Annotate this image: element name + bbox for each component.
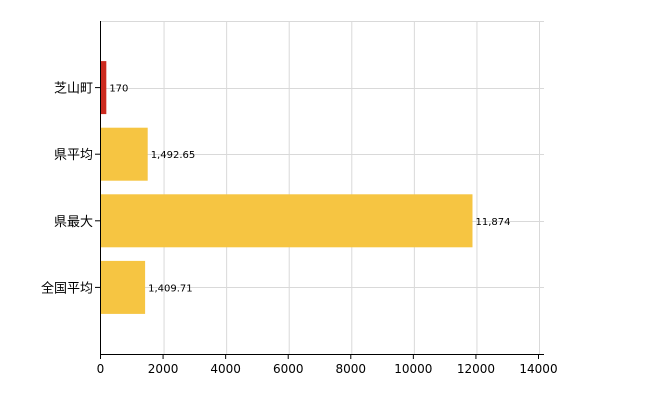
x-axis-tick-label: 2000 bbox=[148, 362, 179, 376]
bar-value-label: 170 bbox=[109, 84, 128, 95]
bar bbox=[101, 194, 473, 248]
y-axis-category-label: 全国平均 bbox=[41, 280, 93, 296]
x-axis-tick-label: 6000 bbox=[273, 362, 304, 376]
x-axis-tick-label: 8000 bbox=[336, 362, 367, 376]
bar-value-label: 1,409.71 bbox=[148, 283, 193, 294]
y-axis-category-label: 県最大 bbox=[54, 215, 93, 230]
x-axis-tick-label: 4000 bbox=[210, 362, 241, 376]
y-axis-category-label: 芝山町 bbox=[54, 81, 93, 97]
bar-value-label: 11,874 bbox=[475, 217, 510, 228]
bar bbox=[101, 61, 107, 115]
bar bbox=[101, 127, 148, 181]
x-axis-tick-label: 0 bbox=[97, 362, 105, 376]
bar bbox=[101, 260, 146, 314]
bar-value-label: 1,492.65 bbox=[151, 150, 196, 161]
y-axis-category-label: 県平均 bbox=[54, 148, 93, 163]
x-axis-tick-label: 12000 bbox=[457, 362, 495, 376]
x-axis-tick-label: 14000 bbox=[519, 362, 557, 376]
x-axis-tick-label: 10000 bbox=[394, 362, 432, 376]
